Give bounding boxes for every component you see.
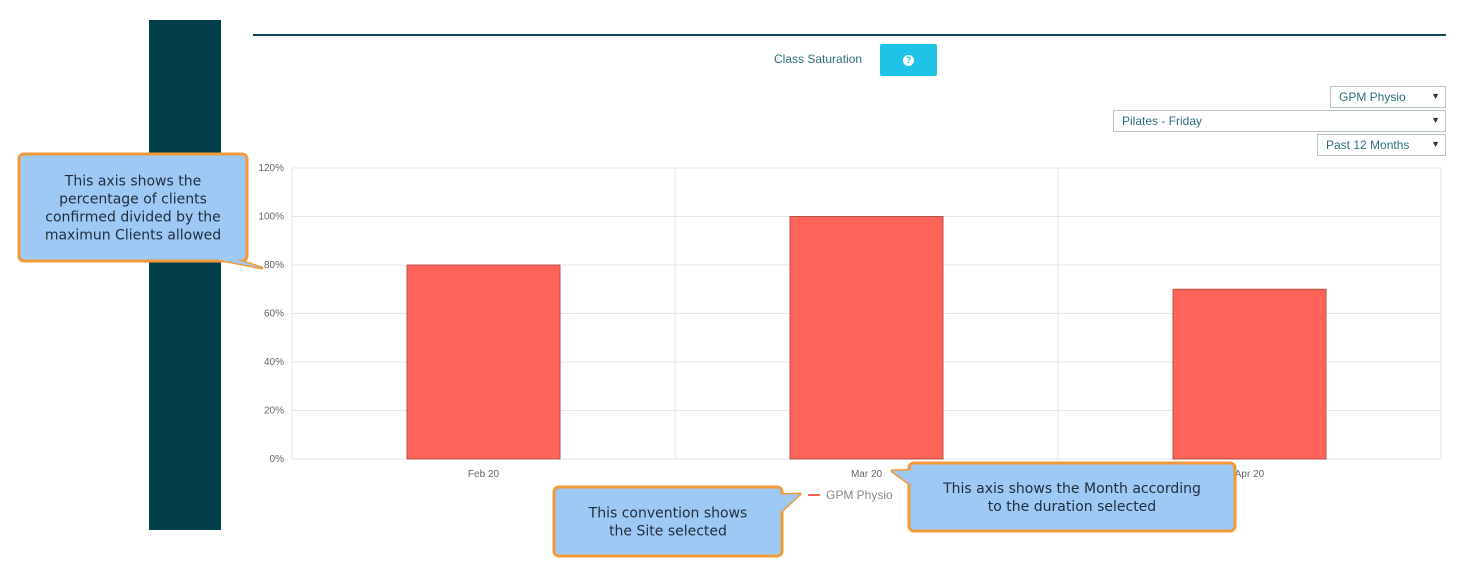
site-select[interactable]: GPM Physio ▼ [1330, 86, 1446, 108]
callout-x-axis: This axis shows the Month according to th… [890, 461, 1237, 533]
y-tick-label: 80% [264, 260, 284, 271]
caret-down-icon: ▼ [1431, 115, 1440, 125]
class-select-value: Pilates - Friday [1122, 114, 1203, 128]
callout-pointer-fill [892, 470, 918, 490]
x-axis-ticks: Feb 20 Mar 20 Apr 20 [468, 469, 1265, 480]
callout-text: This axis shows the [64, 174, 201, 190]
bar-feb-20 [406, 264, 561, 460]
question-circle-icon: ? [903, 54, 914, 66]
x-tick-label: Apr 20 [1235, 469, 1265, 480]
callout-y-axis: This axis shows the percentage of clients… [17, 152, 264, 270]
callout-text: to the duration selected [988, 499, 1156, 515]
callout-pointer-fill [772, 494, 800, 520]
y-tick-label: 0% [270, 454, 285, 465]
panel-top-border [253, 34, 1446, 36]
chart-bars [406, 216, 1327, 460]
site-select-value: GPM Physio [1339, 90, 1406, 104]
x-tick-label: Feb 20 [468, 469, 500, 480]
legend-label: GPM Physio [826, 488, 893, 502]
caret-down-icon: ▼ [1431, 139, 1440, 149]
callout-text: confirmed divided by the [45, 210, 220, 226]
callout-text: This convention shows [588, 506, 748, 522]
y-tick-label: 40% [264, 357, 284, 368]
callout-pointer-fill [200, 256, 262, 268]
sidebar [149, 20, 221, 530]
y-tick-label: 20% [264, 406, 284, 417]
y-axis-ticks: 0% 20% 40% 60% 80% 100% 120% [258, 163, 284, 465]
period-select[interactable]: Past 12 Months ▼ [1317, 134, 1446, 156]
callout-box [552, 485, 784, 558]
bar-mar-20 [789, 216, 944, 460]
annotation-callouts: This axis shows the percentage of clients… [17, 152, 1237, 558]
caret-down-icon: ▼ [1431, 91, 1440, 101]
y-tick-label: 120% [258, 163, 284, 174]
callout-text: maximun Clients allowed [45, 228, 221, 244]
callout-text: the Site selected [609, 524, 727, 540]
chart-legend: GPM Physio [808, 488, 893, 502]
chart-title: Class Saturation [774, 52, 863, 66]
callout-box [17, 152, 249, 263]
help-button[interactable]: ? [880, 44, 937, 76]
callout-box [907, 461, 1237, 533]
x-tick-label: Mar 20 [851, 469, 883, 480]
callout-text: percentage of clients [59, 192, 207, 208]
callout-text: This axis shows the Month according [942, 481, 1201, 497]
y-tick-label: 60% [264, 309, 284, 320]
class-select[interactable]: Pilates - Friday ▼ [1113, 110, 1446, 132]
bar-apr-20 [1172, 288, 1327, 460]
period-select-value: Past 12 Months [1326, 138, 1410, 152]
y-tick-label: 100% [258, 212, 284, 223]
callout-legend: This convention shows the Site selected [552, 485, 802, 558]
